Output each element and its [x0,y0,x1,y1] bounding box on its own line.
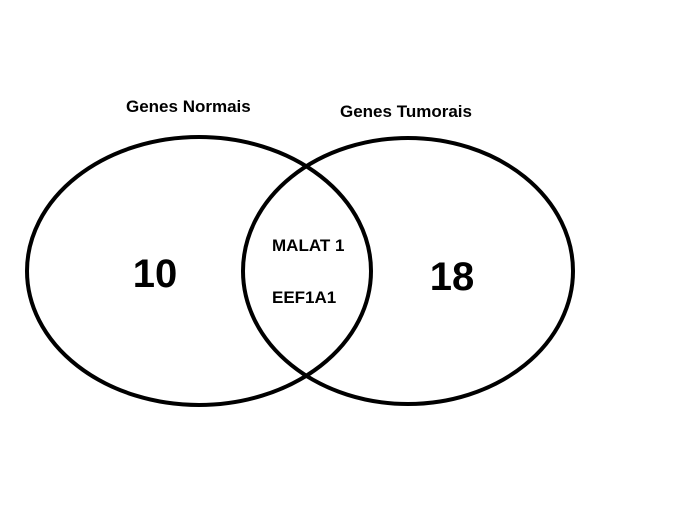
intersection-gene: MALAT 1 [272,236,344,255]
left-set-label: Genes Normais [126,97,251,116]
right-set-label: Genes Tumorais [340,102,472,121]
left-set-count: 10 [133,252,178,296]
left-set-circle [25,135,373,407]
right-set-circle [241,136,575,406]
intersection-gene: EEF1A1 [272,288,336,307]
right-set-count: 18 [430,255,475,299]
